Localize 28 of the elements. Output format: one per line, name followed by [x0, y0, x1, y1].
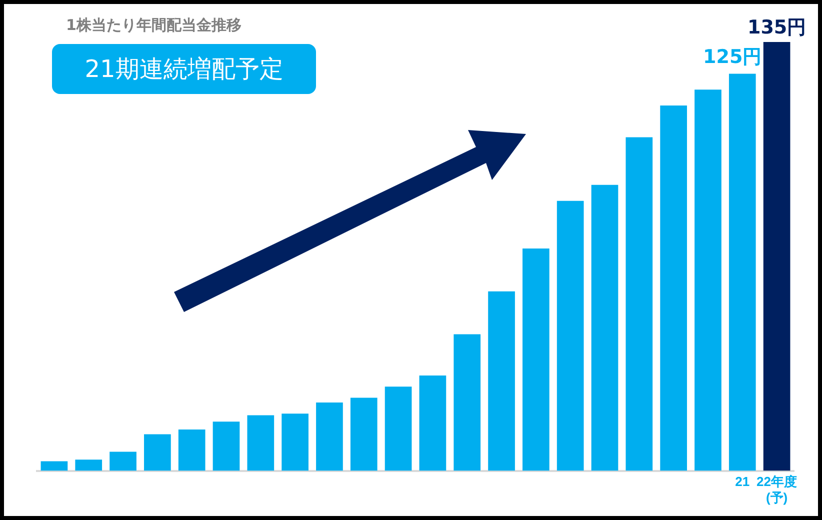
data-label: 135円: [747, 16, 806, 38]
chart-title: 1株当たり年間配当金推移: [66, 16, 242, 35]
bar: [75, 460, 102, 471]
bar: [110, 452, 136, 471]
bar: [591, 184, 618, 471]
bar: [40, 461, 68, 471]
bar: [350, 398, 378, 471]
x-tick-label: 22年度(予): [756, 474, 798, 505]
bar: [694, 90, 722, 471]
bar: [626, 137, 653, 471]
text: 21期連続増配予定: [52, 44, 316, 94]
x-tick-label: 21: [735, 474, 750, 490]
bar: [247, 415, 274, 471]
bar: [144, 434, 171, 471]
bar: [488, 291, 515, 471]
bar: [212, 422, 240, 471]
bar: [522, 248, 550, 471]
bar: [660, 106, 687, 471]
bar: [316, 402, 343, 471]
data-label: 125円: [703, 46, 762, 68]
bar: [178, 430, 206, 471]
bar: [556, 200, 584, 471]
bar: [728, 74, 756, 471]
bar: [454, 334, 481, 471]
bar: [763, 42, 790, 471]
bar: [419, 376, 446, 471]
bar: [282, 414, 308, 471]
bar: [384, 386, 412, 471]
